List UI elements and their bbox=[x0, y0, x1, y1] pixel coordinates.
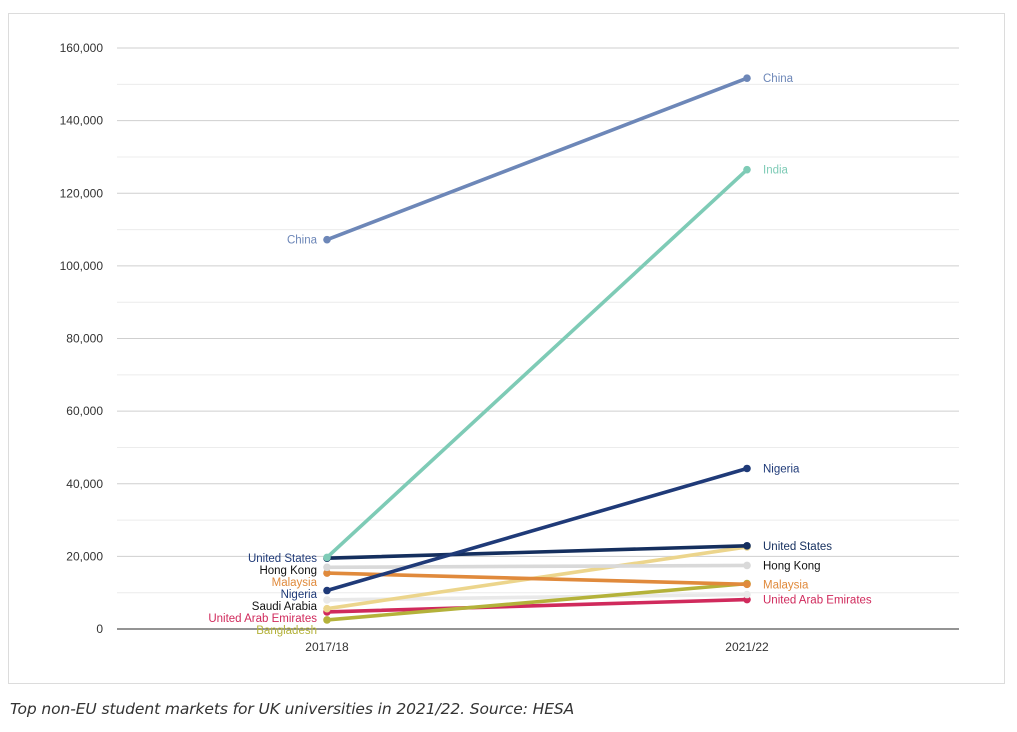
series-line-china bbox=[325, 76, 749, 242]
y-tick-label: 80,000 bbox=[66, 332, 103, 346]
line-chart: 0 20,000 40,000 60,000 80,000 100,000 120,000 1… bbox=[60, 41, 959, 654]
y-tick-label: 20,000 bbox=[66, 549, 103, 563]
series-label-saudi-arabia: Saudi Arabia bbox=[252, 601, 318, 613]
series-label-united-states: United States bbox=[763, 541, 832, 553]
series-line-bangladesh bbox=[325, 581, 749, 622]
series-point-malaysia bbox=[743, 580, 751, 589]
series-label-india: India bbox=[763, 165, 789, 177]
series-point-saudi-arabia bbox=[743, 590, 751, 599]
x-tick-label: 2021/22 bbox=[725, 640, 769, 654]
series-label-nigeria: Nigeria bbox=[763, 463, 800, 475]
y-tick-label: 160,000 bbox=[60, 41, 104, 55]
series-point-bangladesh bbox=[323, 616, 331, 624]
series-line-india bbox=[325, 167, 749, 560]
y-tick-label: 60,000 bbox=[66, 404, 103, 418]
chart-caption: Top non-EU student markets for UK univer… bbox=[10, 700, 575, 718]
series-line-united-arab-emirates bbox=[325, 597, 749, 614]
series-point-nigeria bbox=[743, 464, 751, 473]
series-line-malaysia bbox=[325, 571, 749, 587]
y-tick-label: 100,000 bbox=[60, 259, 104, 273]
series-point-pakistan bbox=[323, 604, 331, 613]
series-line-nigeria bbox=[325, 466, 749, 593]
series-point-india bbox=[743, 165, 751, 174]
y-tick-label: 120,000 bbox=[60, 186, 104, 200]
series-point-hong-kong bbox=[743, 561, 751, 570]
series-point-nigeria bbox=[323, 586, 331, 595]
x-tick-label: 2017/18 bbox=[305, 640, 349, 654]
series-label-united-arab-emirates: United Arab Emirates bbox=[763, 595, 872, 607]
series-point-saudi-arabia bbox=[323, 596, 331, 604]
series-label-hong-kong: Hong Kong bbox=[259, 565, 317, 577]
y-tick-label: 40,000 bbox=[66, 477, 103, 491]
series-label-china: China bbox=[287, 235, 318, 247]
series-label-bangladesh: Bangladesh bbox=[256, 625, 317, 637]
chart-frame: 0 20,000 40,000 60,000 80,000 100,000 120,000 1… bbox=[8, 13, 1005, 684]
y-tick-label: 0 bbox=[96, 622, 103, 636]
series-label-hong-kong: Hong Kong bbox=[763, 560, 821, 572]
series-label-china: China bbox=[763, 73, 794, 85]
series-label-united-states: United States bbox=[248, 553, 317, 565]
series-point-malaysia bbox=[323, 569, 331, 577]
series-point-china bbox=[323, 235, 331, 244]
series-point-india bbox=[323, 553, 331, 562]
series-point-united-states bbox=[743, 542, 751, 550]
series-line-hong-kong bbox=[325, 563, 749, 570]
series-label-malaysia: Malaysia bbox=[763, 579, 809, 591]
series-label-nigeria: Nigeria bbox=[281, 589, 318, 601]
series-point-hong-kong bbox=[323, 563, 331, 572]
series-label-united-arab-emirates: United Arab Emirates bbox=[208, 613, 317, 625]
series-point-china bbox=[743, 74, 751, 82]
series-line-united-states bbox=[325, 544, 749, 560]
y-tick-label: 140,000 bbox=[60, 114, 104, 128]
series-label-malaysia: Malaysia bbox=[272, 577, 318, 589]
